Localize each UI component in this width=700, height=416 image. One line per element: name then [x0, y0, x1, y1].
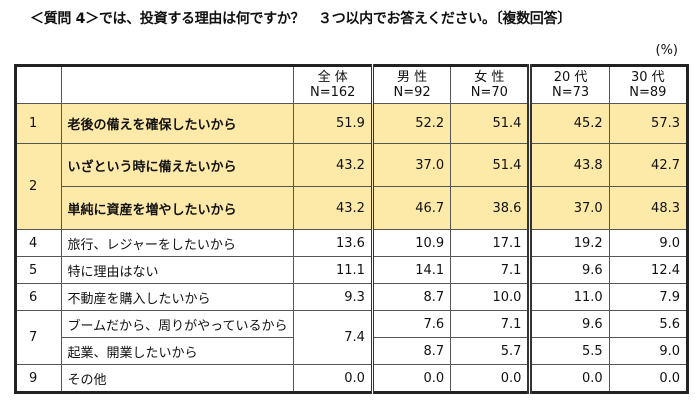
label-cell: 単純に資産を増やしたいから	[60, 186, 295, 230]
header-row: 全 体 N=162 男 性 N=92 女 性 N=70 20 代 N=73 30 代 N=…	[15, 65, 689, 104]
col-header-male: 男 性 N=92	[370, 65, 452, 104]
value-cell: 38.6	[450, 186, 531, 230]
label-header	[60, 65, 295, 104]
value-cell: 5.7	[450, 337, 531, 365]
value-cell: 51.9	[293, 103, 373, 144]
value-cell: 11.1	[293, 256, 373, 284]
value-cell: 9.6	[527, 256, 610, 284]
table-row: 単純に資産を増やしたいから 43.2 46.7 38.6 37.0 48.3	[15, 186, 689, 230]
value-cell: 43.2	[293, 143, 373, 187]
table-row: 6 不動産を購入したいから 9.3 8.7 10.0 11.0 7.9	[15, 283, 689, 311]
value-cell: 0.0	[293, 364, 373, 393]
value-cell: 7.6	[370, 310, 452, 338]
rank-cell: 9	[15, 364, 62, 393]
value-cell: 8.7	[370, 337, 452, 365]
value-cell: 9.0	[608, 337, 689, 365]
value-cell: 45.2	[527, 103, 610, 144]
table-row: 7 ブームだから、周りがやっているから 7.4 7.6 7.1 9.6 5.6	[15, 310, 689, 365]
value-cell: 9.0	[608, 229, 689, 257]
value-cell: 10.9	[370, 229, 452, 257]
table-row: 2 いざという時に備えたいから 43.2 37.0 51.4 43.8 42.7	[15, 143, 689, 230]
value-cell: 48.3	[608, 186, 689, 230]
value-cell: 37.0	[370, 143, 452, 187]
value-cell: 5.5	[527, 337, 610, 365]
value-cell: 7.9	[608, 283, 689, 311]
col-header-20s: 20 代 N=73	[527, 65, 610, 104]
value-cell: 12.4	[608, 256, 689, 284]
value-cell: 0.0	[370, 364, 452, 393]
label-cell: 起業、開業したいから	[60, 337, 295, 365]
col-header-30s: 30 代 N=89	[608, 65, 689, 104]
table-row: 1 老後の備えを確保したいから 51.9 52.2 51.4 45.2 57.3	[15, 103, 689, 144]
value-cell: 0.0	[527, 364, 610, 393]
label-cell: 旅行、レジャーをしたいから	[60, 229, 295, 257]
value-cell: 19.2	[527, 229, 610, 257]
value-cell: 43.8	[527, 143, 610, 187]
value-cell: 0.0	[608, 364, 689, 393]
value-cell: 7.1	[450, 256, 531, 284]
label-cell: ブームだから、周りがやっているから	[60, 310, 295, 338]
label-cell: 老後の備えを確保したいから	[60, 103, 295, 144]
table-row: 5 特に理由はない 11.1 14.1 7.1 9.6 12.4	[15, 256, 689, 284]
value-cell: 7.1	[450, 310, 531, 338]
rank-cell: 1	[15, 103, 62, 144]
value-cell: 52.2	[370, 103, 452, 144]
label-cell: いざという時に備えたいから	[60, 143, 295, 187]
value-cell: 10.0	[450, 283, 531, 311]
rank-cell: 4	[15, 229, 62, 257]
value-cell: 46.7	[370, 186, 452, 230]
col-header-female: 女 性 N=70	[450, 65, 531, 104]
value-cell: 57.3	[608, 103, 689, 144]
value-cell: 9.6	[527, 310, 610, 338]
rank-cell: 2	[15, 143, 62, 230]
survey-table: 全 体 N=162 男 性 N=92 女 性 N=70 20 代 N=73 30 代 N=…	[14, 64, 689, 394]
value-cell: 11.0	[527, 283, 610, 311]
value-cell: 5.6	[608, 310, 689, 338]
value-cell: 8.7	[370, 283, 452, 311]
value-cell: 14.1	[370, 256, 452, 284]
label-cell: 特に理由はない	[60, 256, 295, 284]
table-row: 起業、開業したいから 8.7 5.7 5.5 9.0	[16, 337, 689, 365]
rank-cell: 7	[15, 310, 62, 365]
value-cell: 51.4	[450, 143, 531, 187]
unit-label: (%)	[655, 43, 679, 58]
value-cell: 42.7	[608, 143, 689, 187]
value-cell: 43.2	[293, 186, 373, 230]
col-header-total: 全 体 N=162	[293, 65, 373, 104]
value-cell: 9.3	[293, 283, 373, 311]
table-row: 9 その他 0.0 0.0 0.0 0.0 0.0	[15, 364, 689, 393]
value-cell: 13.6	[293, 229, 373, 257]
rank-header	[15, 65, 62, 104]
question-title: ＜質問 4＞では、投資する理由は何ですか？ ３つ以内でお答えください。〔複数回答…	[30, 11, 571, 27]
value-cell: 37.0	[527, 186, 610, 230]
value-cell: 17.1	[450, 229, 531, 257]
value-cell: 7.4	[293, 310, 373, 365]
rank-cell: 6	[15, 283, 62, 311]
label-cell: その他	[60, 364, 295, 393]
rank-cell: 5	[15, 256, 62, 284]
value-cell: 51.4	[450, 103, 531, 144]
label-cell: 不動産を購入したいから	[60, 283, 295, 311]
value-cell: 0.0	[450, 364, 531, 393]
table-row: 4 旅行、レジャーをしたいから 13.6 10.9 17.1 19.2 9.0	[15, 229, 689, 257]
